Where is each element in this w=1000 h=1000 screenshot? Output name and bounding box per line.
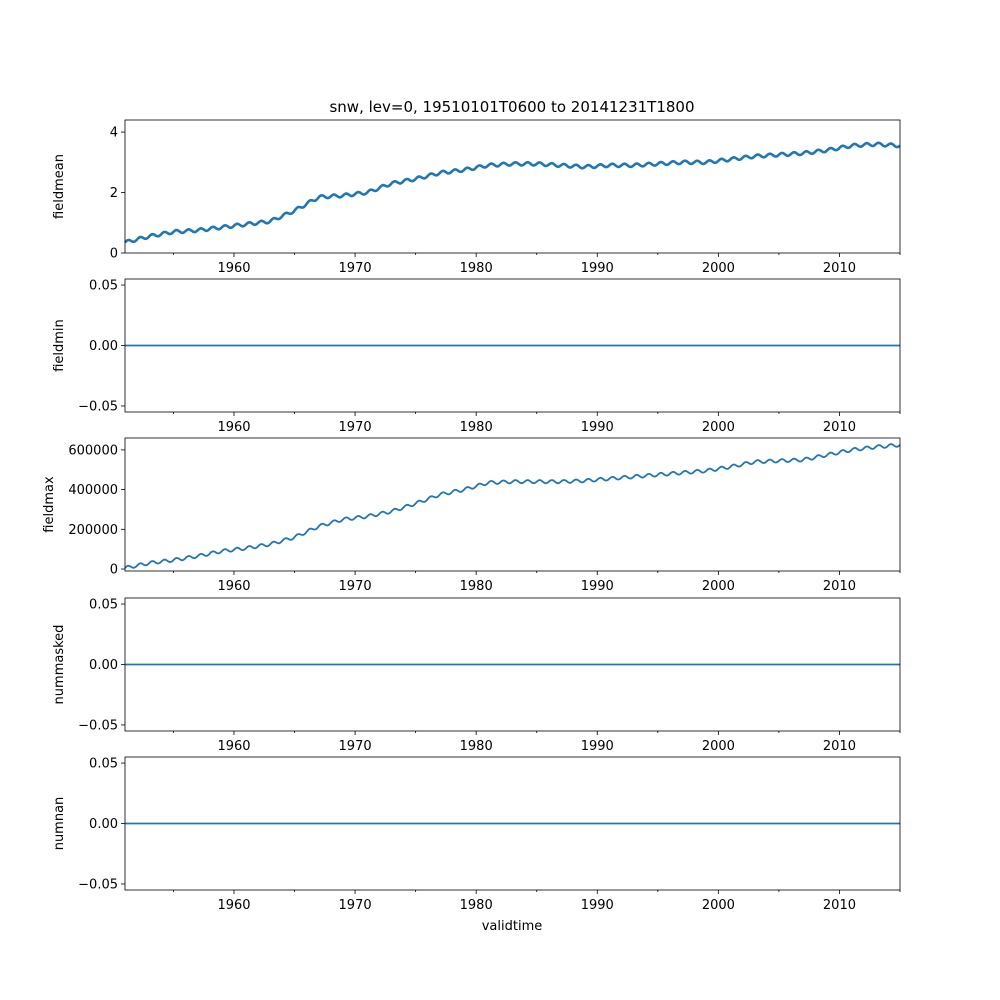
y-tick-label: 0 [110, 247, 118, 262]
y-tick-label: 2 [110, 186, 118, 201]
x-tick-label: 1970 [339, 579, 372, 594]
numnan-y-axis-label: numnan [52, 797, 67, 851]
x-tick-label: 1990 [581, 261, 614, 276]
x-tick-label: 1960 [217, 261, 250, 276]
y-tick-label: 0.05 [89, 757, 118, 772]
x-tick-label: 2000 [702, 420, 735, 435]
x-tick-label: 1960 [217, 739, 250, 754]
y-tick-label: 0.00 [89, 817, 118, 832]
y-tick-label: 4 [110, 126, 118, 141]
x-tick-label: 1960 [217, 898, 250, 913]
fieldmax-y-axis-label: fieldmax [42, 476, 57, 533]
x-tick-label: 1970 [339, 898, 372, 913]
y-tick-label: −0.05 [78, 718, 118, 733]
x-tick-label: 1980 [460, 898, 493, 913]
x-tick-label: 2010 [823, 579, 856, 594]
x-tick-label: 2010 [823, 739, 856, 754]
y-tick-label: 0.05 [89, 598, 118, 613]
y-tick-label: 200000 [68, 523, 118, 538]
x-tick-label: 1990 [581, 579, 614, 594]
x-tick-label: 1990 [581, 420, 614, 435]
fieldmin-y-axis-label: fieldmin [52, 319, 67, 372]
x-tick-label: 1970 [339, 739, 372, 754]
x-tick-label: 1990 [581, 898, 614, 913]
y-tick-label: 0.00 [89, 658, 118, 673]
fieldmin-axes-frame [124, 278, 901, 413]
y-tick-label: 600000 [68, 443, 118, 458]
y-tick-label: −0.05 [78, 399, 118, 414]
x-tick-label: 1970 [339, 261, 372, 276]
figure-title: snw, lev=0, 19510101T0600 to 20141231T18… [329, 98, 694, 116]
x-tick-label: 1990 [581, 739, 614, 754]
y-tick-label: 0.05 [89, 279, 118, 294]
fieldmax-axes-frame [124, 437, 901, 572]
y-tick-label: 0 [110, 563, 118, 578]
x-tick-label: 1980 [460, 261, 493, 276]
x-tick-label: 2000 [702, 739, 735, 754]
x-tick-label: 1960 [217, 420, 250, 435]
y-tick-label: −0.05 [78, 877, 118, 892]
fieldmean-series-line [124, 141, 901, 244]
numnan-axes-frame [124, 756, 901, 891]
fieldmax-series-line [124, 443, 901, 569]
x-tick-label: 2000 [702, 898, 735, 913]
y-tick-label: 400000 [68, 483, 118, 498]
x-tick-label: 2010 [823, 420, 856, 435]
fieldmean-y-axis-label: fieldmean [52, 154, 67, 219]
x-tick-label: 1980 [460, 739, 493, 754]
y-tick-label: 0.00 [89, 339, 118, 354]
x-tick-label: 1970 [339, 420, 372, 435]
x-tick-label: 2000 [702, 261, 735, 276]
x-tick-label: 2010 [823, 898, 856, 913]
x-tick-label: 2010 [823, 261, 856, 276]
nummasked-axes-frame [124, 597, 901, 732]
x-tick-label: 1960 [217, 579, 250, 594]
x-tick-label: 2000 [702, 579, 735, 594]
x-axis-label: validtime [482, 919, 543, 934]
x-tick-label: 1980 [460, 579, 493, 594]
x-tick-label: 1980 [460, 420, 493, 435]
nummasked-y-axis-label: nummasked [52, 625, 67, 705]
fieldmean-axes-frame [124, 119, 901, 254]
